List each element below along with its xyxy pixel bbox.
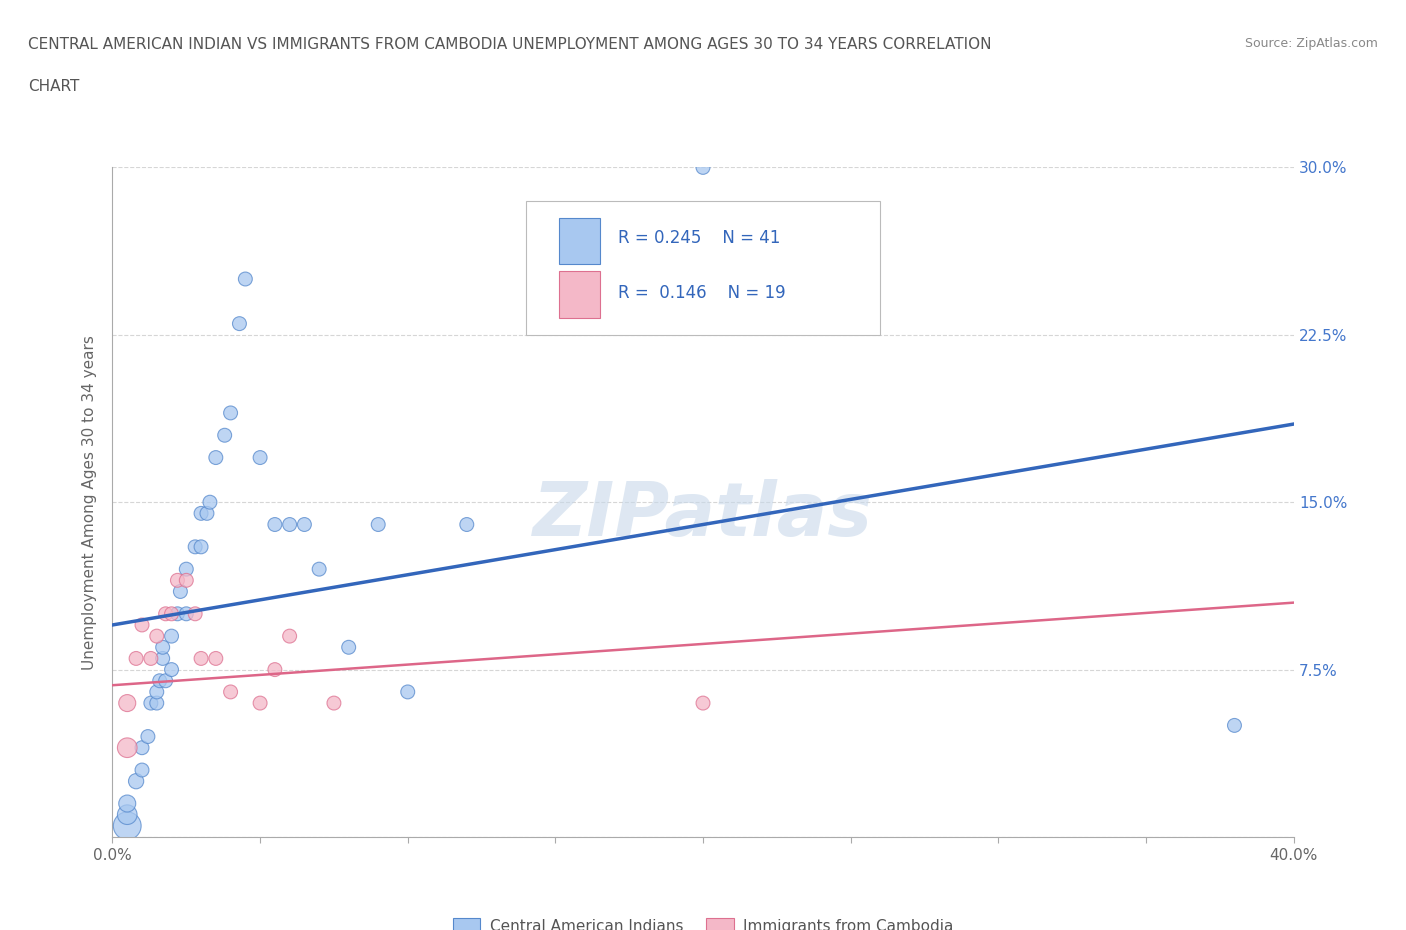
Point: [136, 729, 159, 744]
Point: [117, 807, 138, 822]
Point: [117, 696, 138, 711]
Point: [323, 696, 346, 711]
Point: [125, 774, 148, 789]
Point: [264, 517, 287, 532]
Point: [146, 629, 169, 644]
Point: [367, 517, 389, 532]
FancyBboxPatch shape: [526, 201, 880, 335]
Point: [214, 428, 236, 443]
Text: ZIPatlas: ZIPatlas: [533, 479, 873, 552]
Point: [152, 651, 174, 666]
Text: R =  0.146    N = 19: R = 0.146 N = 19: [619, 285, 786, 302]
Point: [174, 573, 197, 588]
Point: [249, 696, 271, 711]
Point: [169, 584, 191, 599]
Bar: [560, 272, 600, 318]
Point: [219, 684, 242, 699]
Text: Source: ZipAtlas.com: Source: ZipAtlas.com: [1244, 37, 1378, 50]
Y-axis label: Unemployment Among Ages 30 to 34 years: Unemployment Among Ages 30 to 34 years: [82, 335, 97, 670]
Point: [149, 673, 172, 688]
Point: [219, 405, 242, 420]
Point: [146, 696, 169, 711]
Point: [174, 562, 197, 577]
Legend: Central American Indians, Immigrants from Cambodia: Central American Indians, Immigrants fro…: [447, 911, 959, 930]
Point: [198, 495, 221, 510]
Text: CHART: CHART: [28, 79, 80, 94]
Point: [152, 640, 174, 655]
Point: [166, 573, 188, 588]
Point: [396, 684, 419, 699]
Point: [184, 539, 207, 554]
Point: [278, 629, 301, 644]
Point: [195, 506, 218, 521]
Point: [131, 763, 153, 777]
Point: [155, 606, 177, 621]
Point: [117, 796, 138, 811]
Text: CENTRAL AMERICAN INDIAN VS IMMIGRANTS FROM CAMBODIA UNEMPLOYMENT AMONG AGES 30 T: CENTRAL AMERICAN INDIAN VS IMMIGRANTS FR…: [28, 37, 991, 52]
Point: [249, 450, 271, 465]
Point: [146, 684, 169, 699]
Point: [131, 740, 153, 755]
Point: [125, 651, 148, 666]
Point: [233, 272, 256, 286]
Point: [278, 517, 301, 532]
Point: [139, 696, 162, 711]
Point: [131, 618, 153, 632]
Point: [117, 818, 138, 833]
Point: [184, 606, 207, 621]
Point: [117, 740, 138, 755]
Point: [205, 450, 228, 465]
Point: [190, 506, 212, 521]
Point: [139, 651, 162, 666]
Point: [205, 651, 228, 666]
Text: R = 0.245    N = 41: R = 0.245 N = 41: [619, 229, 780, 246]
Point: [1223, 718, 1246, 733]
Point: [190, 539, 212, 554]
Point: [692, 696, 714, 711]
Point: [292, 517, 315, 532]
Point: [692, 160, 714, 175]
Point: [160, 606, 183, 621]
Bar: [560, 218, 600, 264]
Point: [190, 651, 212, 666]
Point: [160, 629, 183, 644]
Point: [337, 640, 360, 655]
Point: [166, 606, 188, 621]
Point: [160, 662, 183, 677]
Point: [308, 562, 330, 577]
Point: [174, 606, 197, 621]
Point: [228, 316, 250, 331]
Point: [456, 517, 478, 532]
Point: [264, 662, 287, 677]
Point: [155, 673, 177, 688]
